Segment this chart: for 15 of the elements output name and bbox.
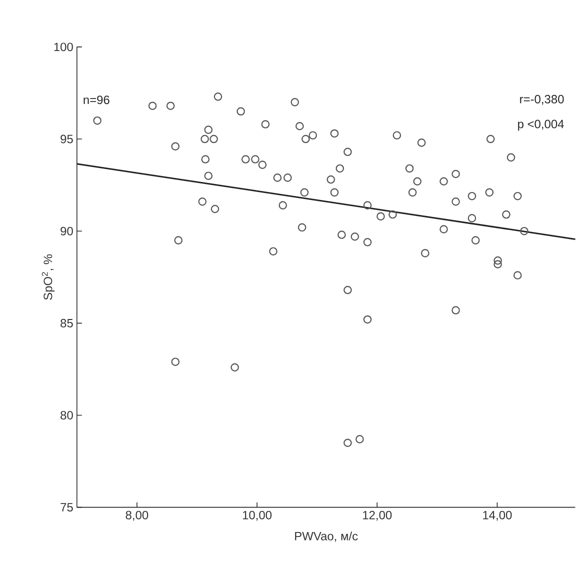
y-tick-label: 95 — [60, 134, 73, 144]
y-tick-label: 75 — [60, 503, 73, 512]
y-tick-label: 85 — [60, 318, 73, 328]
x-tick-label: 8,00 — [126, 510, 148, 521]
annotation: p <0,004 — [518, 120, 564, 130]
annotation: r=-0,380 — [520, 94, 564, 105]
x-tick-label: 10,00 — [242, 510, 272, 521]
x-tick-label: 14,00 — [483, 510, 512, 521]
x-tick-label: 12,00 — [363, 510, 392, 521]
annotation: n=96 — [84, 96, 110, 104]
x-axis-title: PWVao, м/с — [295, 531, 358, 542]
y-tick-label: 100 — [54, 42, 73, 52]
y-tick-label: 80 — [60, 410, 73, 420]
y-tick-label: 90 — [60, 226, 73, 236]
y-axis-title: SpO$^{2}$, % — [42, 254, 55, 300]
